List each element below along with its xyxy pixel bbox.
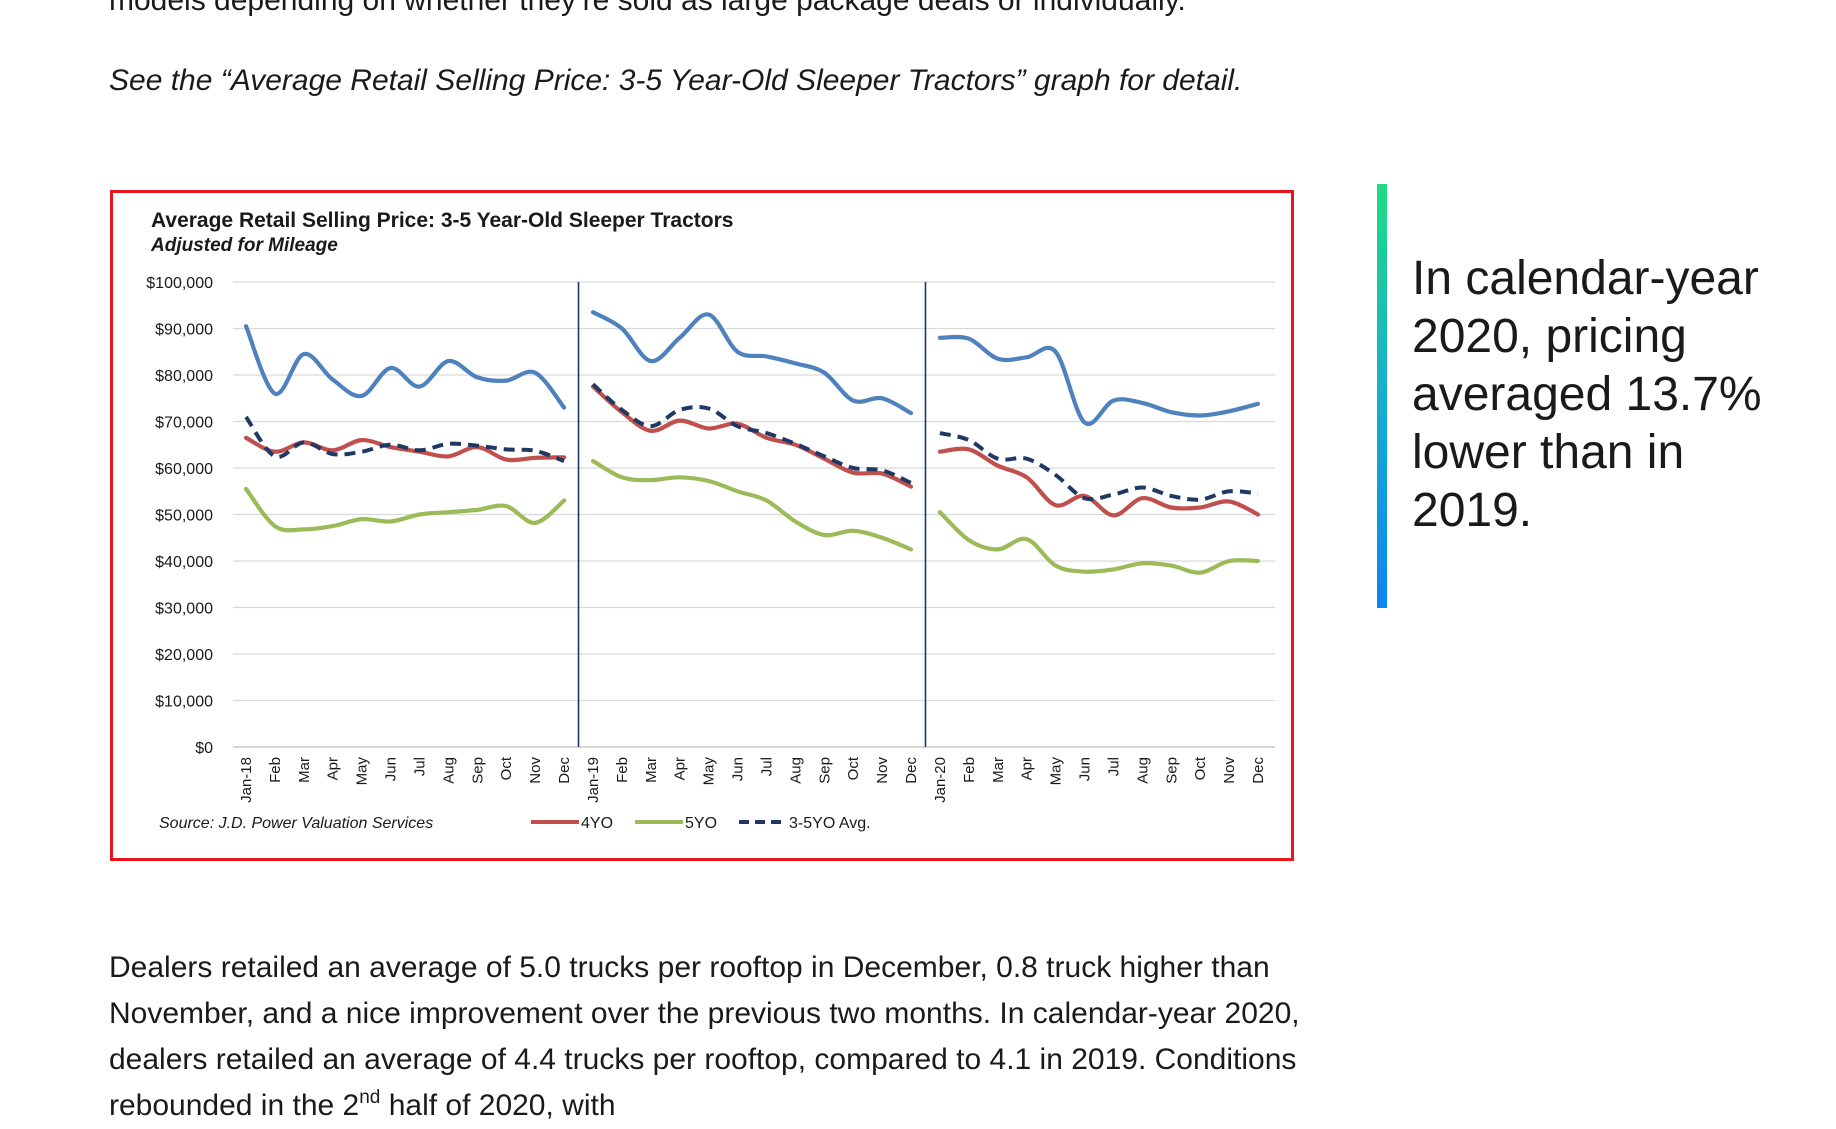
x-tick-label: Aug [440,757,457,784]
x-tick-label: Feb [614,757,631,783]
y-tick-label: $70,000 [155,415,213,432]
series-line-3-5yo-avg- [244,415,565,463]
y-tick-label: $30,000 [155,601,213,618]
x-tick-label: Oct [498,756,515,780]
pull-quote-accent-bar [1377,184,1387,608]
graph-reference-note: See the “Average Retail Selling Price: 3… [109,64,1243,97]
x-tick-label: Nov [874,757,891,784]
x-tick-label: May [701,757,718,786]
chart-subtitle: Adjusted for Mileage [150,235,338,256]
x-tick-label: Sep [816,757,833,784]
y-tick-label: $90,000 [155,322,213,339]
dealer-paragraph-text: Dealers retailed an average of 5.0 truck… [109,951,1300,1122]
x-tick-label: Nov [527,757,544,784]
legend-label: 4YO [581,815,613,832]
x-tick-label: Dec [903,757,920,784]
y-tick-label: $0 [195,740,213,757]
y-tick-label: $100,000 [146,275,213,292]
chart-legend: 4YO 5YO 3-5YO Avg. [531,815,871,832]
x-tick-label: May [354,757,371,786]
series-line-3-5yo-avg- [591,382,912,485]
chart-gridlines [233,281,1275,748]
chart-title: Average Retail Selling Price: 3-5 Year-O… [151,209,733,232]
x-tick-label: Mar [643,757,660,783]
intro-paragraph-tail: models depending on whether they’re sold… [109,0,1186,17]
x-tick-label: Mar [990,757,1007,783]
x-tick-label: Aug [787,757,804,784]
x-tick-label: Apr [325,757,342,780]
y-tick-label: $10,000 [155,694,213,711]
x-tick-label: Sep [469,757,486,784]
x-tick-label: Aug [1134,757,1151,784]
y-tick-label: $60,000 [155,461,213,478]
price-line-chart: Average Retail Selling Price: 3-5 Year-O… [146,209,1275,832]
legend-label: 5YO [685,815,717,832]
series-line-unlabeled [937,334,1261,427]
series-line-3-5yo-avg- [939,431,1259,502]
x-tick-label: Feb [267,757,284,783]
series-line-5yo [590,458,914,552]
x-tick-label: Dec [556,757,573,784]
x-tick-label: Jul [412,757,429,776]
series-line-5yo [937,510,1261,575]
series-line-4yo [937,446,1261,518]
y-tick-label: $40,000 [155,554,213,571]
x-tick-label: Feb [961,757,978,783]
chart-series [243,310,1261,575]
legend-label: 3-5YO Avg. [789,815,871,832]
chart-source: Source: J.D. Power Valuation Services [159,815,433,832]
ordinal-suffix: nd [359,1087,381,1108]
x-tick-label: Oct [845,756,862,780]
x-tick-label: Oct [1192,756,1209,780]
dealer-retail-paragraph: Dealers retailed an average of 5.0 truck… [109,945,1339,1129]
series-line-unlabeled [590,310,914,416]
year-dividers [577,282,927,747]
series-line-5yo [243,486,567,533]
x-tick-label: Nov [1221,757,1238,784]
x-axis-tick-labels: Jan-18 Feb Mar Apr May Jun Jul Aug Sep Oct Nov Dec J… [238,756,1267,803]
x-tick-label: Apr [672,757,689,780]
pull-quote: In calendar-year 2020, pricing averaged … [1412,252,1762,537]
y-tick-label: $20,000 [155,647,213,664]
x-tick-label: Sep [1163,757,1180,784]
price-chart-figure: Average Retail Selling Price: 3-5 Year-O… [110,190,1294,861]
x-tick-label: Jun [1077,757,1094,781]
y-axis-tick-labels: $100,000 $90,000 $80,000 $70,000 $60,000 $50,… [146,275,213,757]
dealer-paragraph-text-end: half of 2020, with [380,1089,616,1122]
x-tick-label: Jun [730,757,747,781]
x-tick-label: Dec [1250,757,1267,784]
y-tick-label: $80,000 [155,368,213,385]
y-tick-label: $50,000 [155,508,213,525]
x-tick-label: Jan-19 [585,757,602,803]
x-tick-label: Apr [1019,757,1036,780]
series-line-unlabeled [243,324,567,410]
x-tick-label: May [1048,757,1065,786]
x-tick-label: Jul [1105,757,1122,776]
x-tick-label: Mar [296,757,313,783]
x-tick-label: Jun [383,757,400,781]
x-tick-label: Jan-18 [238,757,255,803]
x-tick-label: Jul [759,757,776,776]
x-tick-label: Jan-20 [932,757,949,803]
